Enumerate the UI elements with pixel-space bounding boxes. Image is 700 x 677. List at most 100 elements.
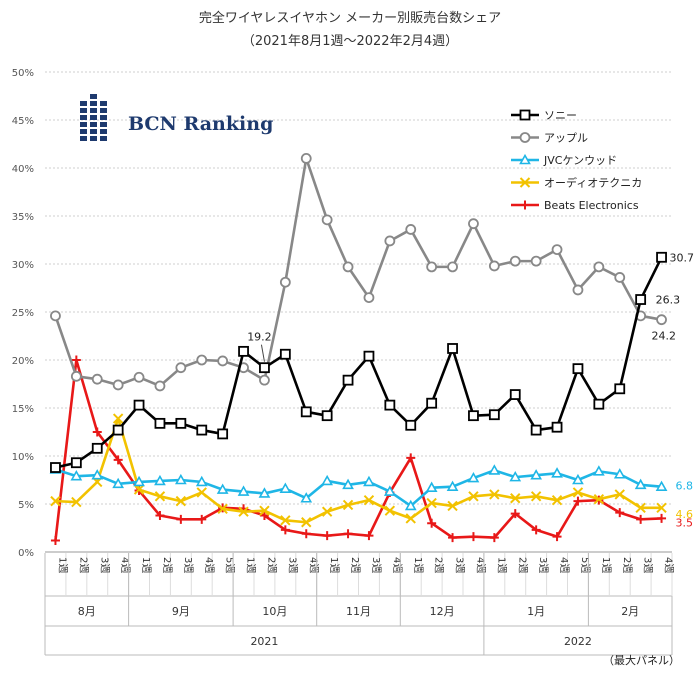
data-point <box>258 487 271 498</box>
data-point <box>593 398 605 410</box>
x-axis: 1週 2週 3週 4週 1週 2週 3週 4週 5週 1週 2週 3週 4週 1週 2週 3週 4週 1週 2週 3週… <box>44 553 675 656</box>
data-point <box>509 255 521 267</box>
data-point <box>71 496 82 508</box>
data-point <box>593 493 605 505</box>
data-point <box>342 478 354 490</box>
logo-block <box>100 101 107 106</box>
data-point <box>468 410 479 422</box>
data-point <box>321 506 333 517</box>
data-point <box>406 453 416 463</box>
data-point <box>573 496 583 506</box>
data-point <box>112 413 124 424</box>
data-point <box>447 343 458 354</box>
data-point <box>655 480 668 492</box>
data-point <box>468 491 479 502</box>
data-point <box>468 532 478 542</box>
y-tick-label: 45% <box>12 116 34 127</box>
data-point <box>343 529 353 539</box>
data-point <box>509 389 521 400</box>
week-label: 2週 <box>161 557 173 573</box>
data-point <box>279 276 291 288</box>
data-point <box>217 355 229 367</box>
logo-block <box>100 122 107 127</box>
week-label: 4週 <box>474 557 486 573</box>
data-point <box>447 500 458 512</box>
data-point <box>321 474 334 486</box>
y-tick-label: 15% <box>12 404 34 415</box>
data-point <box>300 152 312 164</box>
legend-item: アップル <box>511 132 588 145</box>
data-point <box>593 261 605 273</box>
data-point <box>467 471 480 483</box>
week-label: 1週 <box>600 557 612 573</box>
data-label: 19.2 <box>247 331 272 344</box>
data-point <box>551 467 563 478</box>
data-point <box>530 469 543 480</box>
data-point <box>405 513 416 524</box>
data-label: 3.5 <box>676 516 694 529</box>
y-tick-label: 30% <box>12 260 34 271</box>
series-4 <box>50 355 667 545</box>
data-point <box>301 529 311 539</box>
week-label: 1週 <box>328 557 340 573</box>
data-point <box>174 473 187 485</box>
data-point <box>656 314 667 326</box>
data-point <box>196 487 207 498</box>
legend-label: ソニー <box>544 109 577 122</box>
data-point <box>551 421 563 433</box>
data-point <box>488 464 501 475</box>
data-label: 4.6 <box>676 508 694 521</box>
data-point <box>50 310 61 322</box>
data-point <box>50 462 61 473</box>
series-line <box>54 358 662 541</box>
data-point <box>92 427 102 437</box>
week-label: 2週 <box>516 557 528 573</box>
month-label: 1月 <box>527 605 545 618</box>
data-point <box>426 497 437 509</box>
data-point <box>237 485 250 496</box>
year-label: 2022 <box>564 635 592 648</box>
week-label: 3週 <box>370 557 382 573</box>
logo-block <box>90 108 97 113</box>
series-0 <box>50 251 667 473</box>
data-point <box>572 284 584 296</box>
week-label: 4週 <box>307 557 319 573</box>
week-label: 1週 <box>245 557 257 573</box>
data-point <box>196 354 208 366</box>
data-point <box>635 294 647 305</box>
data-point <box>321 410 333 422</box>
data-point <box>175 362 187 374</box>
label-leader <box>260 344 265 362</box>
data-point <box>426 261 438 273</box>
week-label: 3週 <box>537 557 549 573</box>
data-point <box>425 481 438 492</box>
logo-block <box>100 136 107 141</box>
data-point <box>50 495 61 507</box>
data-point <box>363 494 375 506</box>
logo-block <box>80 136 87 141</box>
data-point <box>279 482 292 493</box>
week-label: 4週 <box>391 557 403 573</box>
data-point <box>195 475 208 487</box>
data-point <box>384 235 396 247</box>
legend-item: JVCケンウッド <box>511 153 617 167</box>
data-point <box>70 470 83 481</box>
data-point <box>634 478 647 490</box>
data-point <box>300 492 313 503</box>
data-point <box>530 255 542 267</box>
data-point <box>572 473 584 485</box>
chart-subtitle: （2021年8月1週〜2022年2月4週） <box>242 34 458 49</box>
logo-block <box>100 115 107 120</box>
data-point <box>71 355 81 365</box>
y-tick-label: 10% <box>12 452 34 463</box>
data-point <box>216 483 229 494</box>
y-axis-ticks: 0% 5% 10% 15% 20% 25% 30% 35% 40% 45% 50% <box>12 68 34 559</box>
logo-block <box>90 101 97 106</box>
data-point <box>489 533 499 543</box>
data-point <box>656 251 667 263</box>
data-point <box>112 379 124 391</box>
data-point <box>592 465 605 476</box>
data-point <box>384 399 396 411</box>
